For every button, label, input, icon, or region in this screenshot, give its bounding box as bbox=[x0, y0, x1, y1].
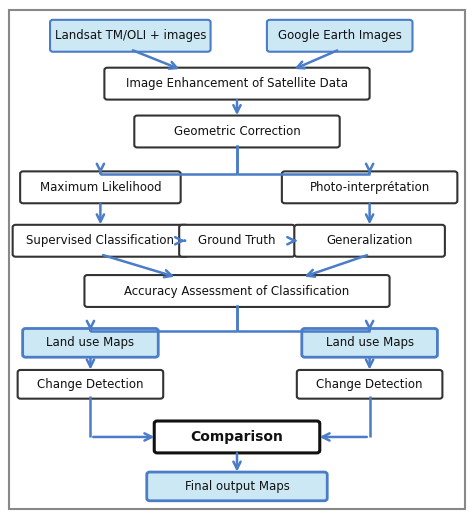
Text: Ground Truth: Ground Truth bbox=[198, 234, 276, 247]
FancyBboxPatch shape bbox=[20, 171, 181, 203]
FancyBboxPatch shape bbox=[302, 329, 438, 357]
Text: Comparison: Comparison bbox=[191, 430, 283, 444]
Text: Image Enhancement of Satellite Data: Image Enhancement of Satellite Data bbox=[126, 77, 348, 90]
Text: Land use Maps: Land use Maps bbox=[46, 336, 135, 349]
FancyBboxPatch shape bbox=[9, 10, 465, 509]
Text: Photo-interprétation: Photo-interprétation bbox=[310, 181, 430, 194]
Text: Final output Maps: Final output Maps bbox=[184, 480, 290, 493]
FancyBboxPatch shape bbox=[134, 116, 340, 147]
FancyBboxPatch shape bbox=[84, 275, 390, 307]
Text: Generalization: Generalization bbox=[327, 234, 413, 247]
FancyBboxPatch shape bbox=[297, 370, 442, 399]
FancyBboxPatch shape bbox=[13, 225, 188, 257]
Text: Google Earth Images: Google Earth Images bbox=[278, 29, 401, 42]
Text: Maximum Likelihood: Maximum Likelihood bbox=[40, 181, 161, 194]
FancyBboxPatch shape bbox=[147, 472, 327, 501]
FancyBboxPatch shape bbox=[282, 171, 457, 203]
Text: Change Detection: Change Detection bbox=[37, 378, 144, 391]
Text: Change Detection: Change Detection bbox=[316, 378, 423, 391]
FancyBboxPatch shape bbox=[50, 20, 210, 52]
Text: Supervised Classification: Supervised Classification bbox=[27, 234, 174, 247]
FancyBboxPatch shape bbox=[294, 225, 445, 257]
Text: Geometric Correction: Geometric Correction bbox=[173, 125, 301, 138]
FancyBboxPatch shape bbox=[179, 225, 295, 257]
Text: Landsat TM/OLI + images: Landsat TM/OLI + images bbox=[55, 29, 206, 42]
FancyBboxPatch shape bbox=[267, 20, 412, 52]
Text: Land use Maps: Land use Maps bbox=[326, 336, 414, 349]
FancyBboxPatch shape bbox=[18, 370, 163, 399]
FancyBboxPatch shape bbox=[23, 329, 158, 357]
FancyBboxPatch shape bbox=[104, 67, 370, 100]
FancyBboxPatch shape bbox=[154, 421, 320, 453]
Text: Accuracy Assessment of Classification: Accuracy Assessment of Classification bbox=[124, 284, 350, 297]
